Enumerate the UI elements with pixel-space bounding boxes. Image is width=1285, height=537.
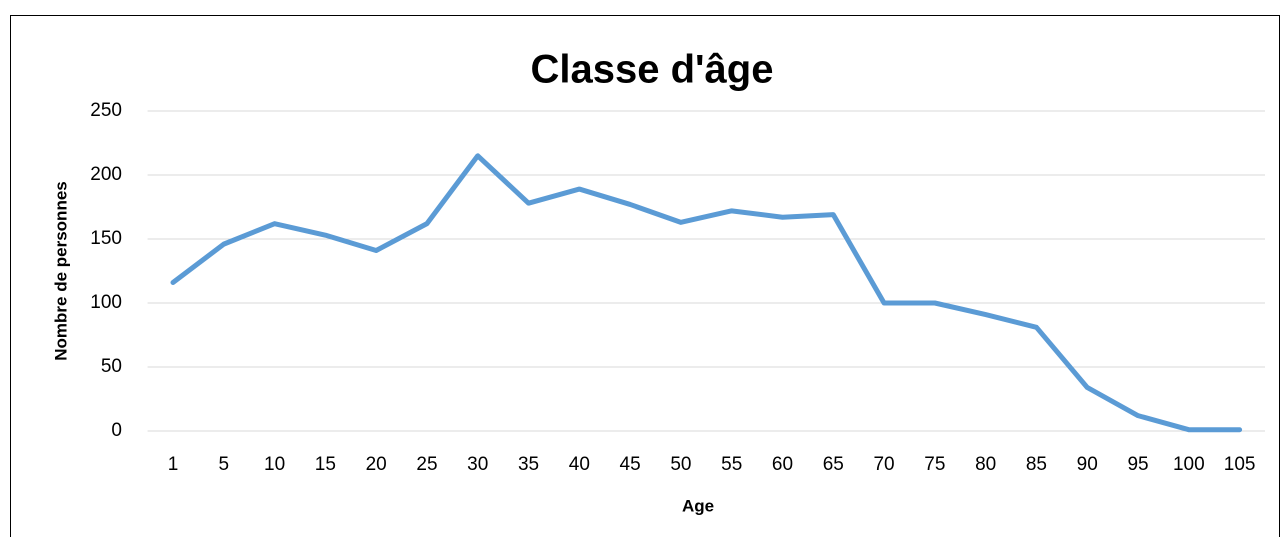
chart-title: Classe d'âge [531,48,774,92]
y-tick-label: 100 [90,292,122,313]
x-tick-label: 20 [366,454,387,475]
x-tick-label: 70 [873,454,894,475]
x-tick-label: 65 [823,454,844,475]
chart-border [10,15,1280,537]
y-tick-label: 200 [90,164,122,185]
x-tick-label: 90 [1077,454,1098,475]
x-tick-label: 75 [924,454,945,475]
y-tick-label: 0 [111,420,122,441]
x-tick-label: 85 [1026,454,1047,475]
x-tick-label: 40 [569,454,590,475]
x-axis-label: Age [682,496,714,515]
x-tick-label: 1 [168,454,179,475]
x-tick-label: 50 [670,454,691,475]
data-line [170,153,1243,433]
x-tick-label: 30 [467,454,488,475]
x-tick-label: 45 [620,454,641,475]
x-tick-label: 5 [218,454,229,475]
x-tick-label: 55 [721,454,742,475]
x-tick-label: 80 [975,454,996,475]
x-tick-label: 25 [416,454,437,475]
x-tick-label: 105 [1224,454,1256,475]
x-tick-label: 10 [264,454,285,475]
y-axis-label: Nombre de personnes [51,181,70,361]
x-tick-label: 15 [315,454,336,475]
x-tick-label: 95 [1127,454,1148,475]
y-tick-label: 150 [90,228,122,249]
x-tick-label: 100 [1173,454,1205,475]
x-tick-label: 60 [772,454,793,475]
y-tick-label: 50 [101,356,122,377]
x-tick-label: 35 [518,454,539,475]
y-tick-label: 250 [90,100,122,121]
